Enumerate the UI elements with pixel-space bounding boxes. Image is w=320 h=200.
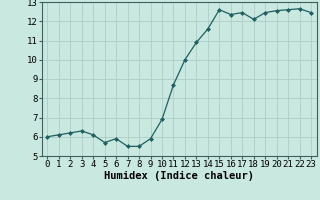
X-axis label: Humidex (Indice chaleur): Humidex (Indice chaleur) [104, 171, 254, 181]
